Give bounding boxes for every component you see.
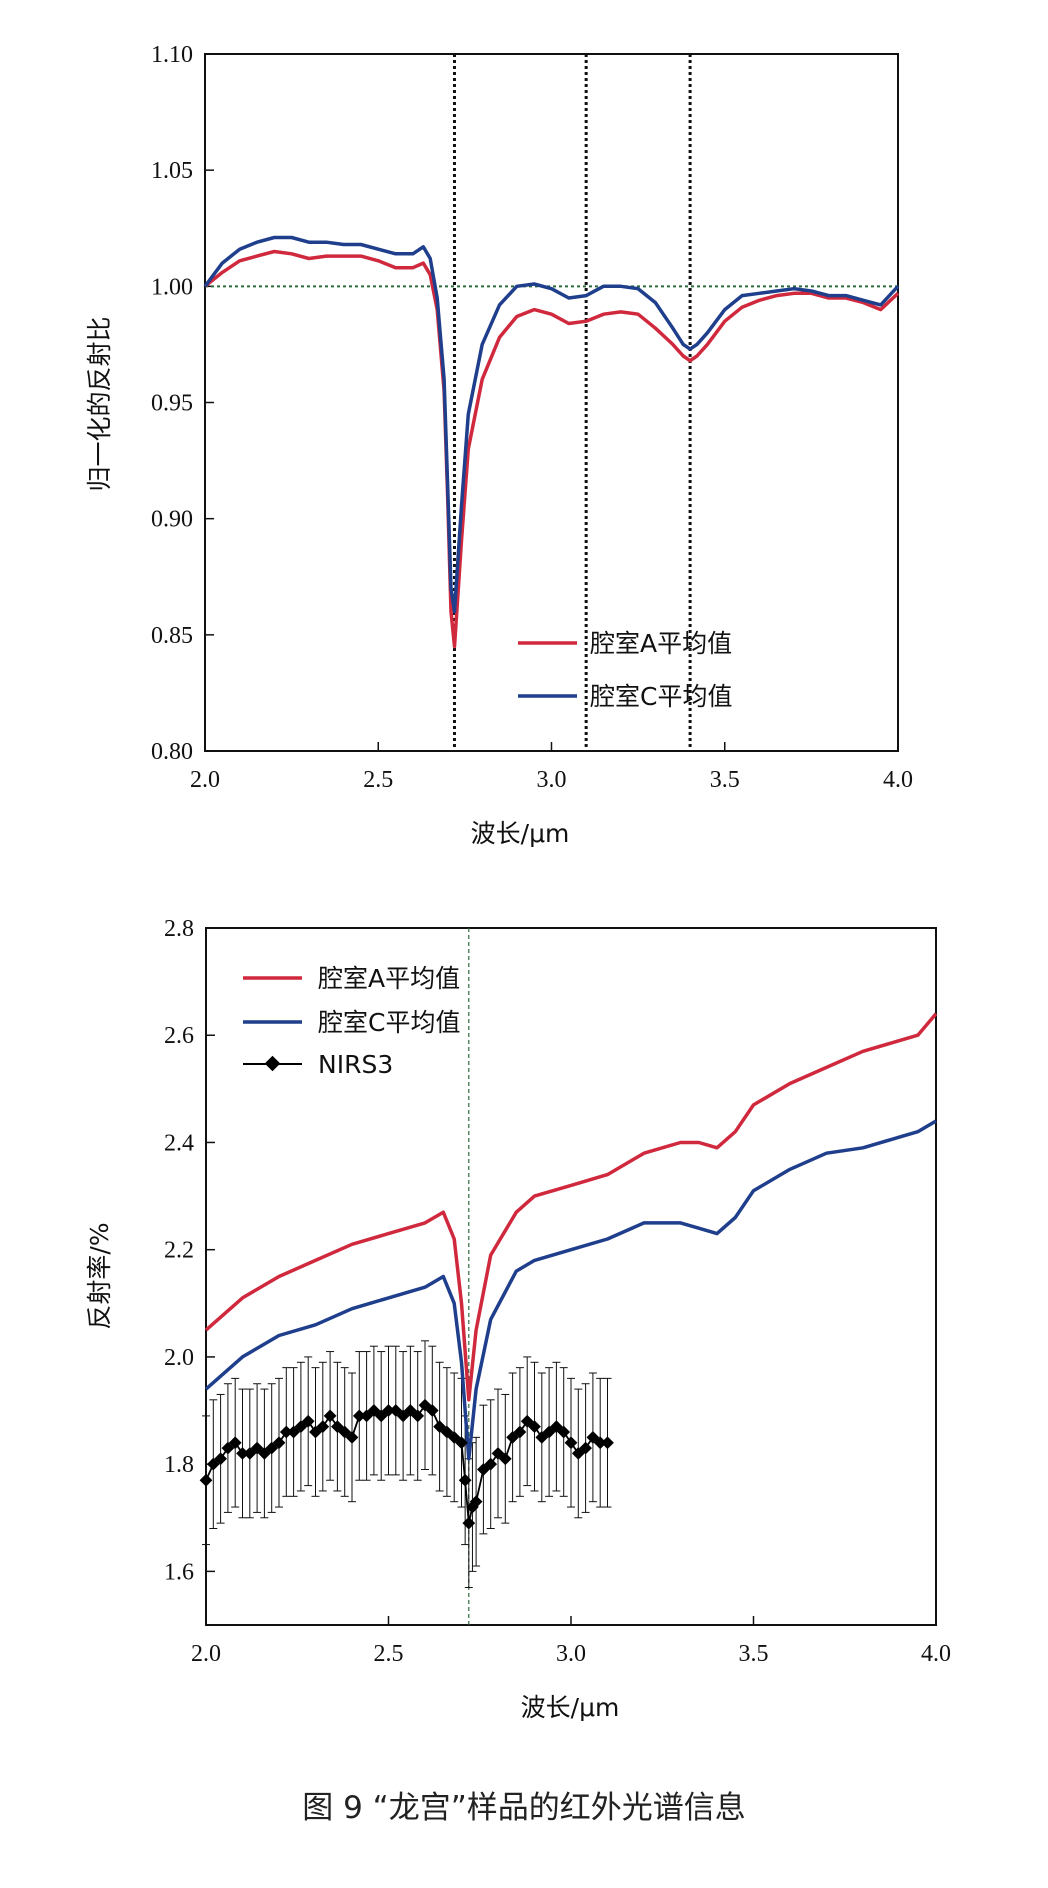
x-tick-label: 3.5 (739, 1641, 769, 1667)
nirs3-point (458, 1473, 472, 1487)
plot-frame (205, 927, 937, 1626)
x-tick-label: 3.5 (710, 767, 740, 793)
y-axis-label: 反射率/% (85, 1222, 114, 1329)
legend-marker-nirs3 (264, 1055, 281, 1072)
nirs3-point (323, 1409, 337, 1423)
legend-label-chamber-c: 腔室C平均值 (590, 682, 732, 711)
x-tick-label: 4.0 (883, 767, 913, 793)
x-tick-label: 2.0 (190, 767, 220, 793)
x-axis-label: 波长/μm (471, 819, 570, 848)
y-tick-label: 2.0 (164, 1345, 194, 1371)
y-axis-label: 归一化的反射比 (85, 316, 114, 491)
legend: 腔室A平均值 腔室C平均值 NIRS3 (243, 964, 460, 1079)
y-tick-label: 2.6 (164, 1023, 194, 1049)
x-tick-label: 2.5 (374, 1641, 404, 1667)
legend-label-chamber-c: 腔室C平均值 (318, 1008, 460, 1037)
x-tick-label: 3.0 (556, 1641, 586, 1667)
y-tick-label: 0.95 (151, 391, 193, 417)
nirs3-point (462, 1516, 476, 1530)
y-tick-label: 2.8 (164, 916, 194, 942)
y-tick-label: 1.6 (164, 1559, 194, 1585)
nirs3-point (601, 1436, 614, 1450)
legend: 腔室A平均值 腔室C平均值 (518, 629, 732, 711)
chart-normalized-reflectance: 0.80 0.85 0.90 0.95 1.00 1.05 1.10 2.0 2.5 3.0 3.… (85, 42, 913, 848)
nirs3-point (199, 1473, 213, 1487)
x-tick-label: 3.0 (537, 767, 567, 793)
y-tick-label: 1.8 (164, 1452, 194, 1478)
plot-frame (204, 53, 899, 752)
y-tick-label: 2.2 (164, 1238, 194, 1264)
y-tick-label: 0.90 (151, 507, 193, 533)
legend-label-chamber-a: 腔室A平均值 (590, 629, 732, 658)
legend-label-nirs3: NIRS3 (318, 1050, 393, 1079)
x-tick-label: 2.0 (191, 1641, 221, 1667)
series-line-chamber-c (203, 235, 900, 614)
y-tick-label: 0.80 (151, 739, 193, 765)
y-tick-label: 1.00 (151, 274, 193, 300)
chart-reflectance: 1.6 1.8 2.0 2.2 2.4 2.6 2.8 2.0 2.5 3.0 3.5 4.0 波长… (85, 916, 951, 1722)
y-tick-label: 1.05 (151, 158, 193, 184)
y-tick-label: 1.10 (151, 42, 193, 68)
series-line-chamber-a (204, 1012, 938, 1402)
legend-label-chamber-a: 腔室A平均值 (318, 964, 460, 993)
series-line-chamber-c (204, 1119, 937, 1461)
x-tick-label: 2.5 (363, 767, 393, 793)
x-axis-label: 波长/μm (521, 1693, 620, 1722)
series-line-nirs3 (205, 1404, 608, 1524)
nirs3-point (564, 1436, 578, 1450)
figure-caption: 图 9 “龙宫”样品的红外光谱信息 (302, 1790, 746, 1826)
y-tick-label: 2.4 (164, 1130, 194, 1156)
x-tick-label: 4.0 (921, 1641, 951, 1667)
y-tick-label: 0.85 (151, 623, 193, 649)
series-line-chamber-a (203, 249, 900, 649)
